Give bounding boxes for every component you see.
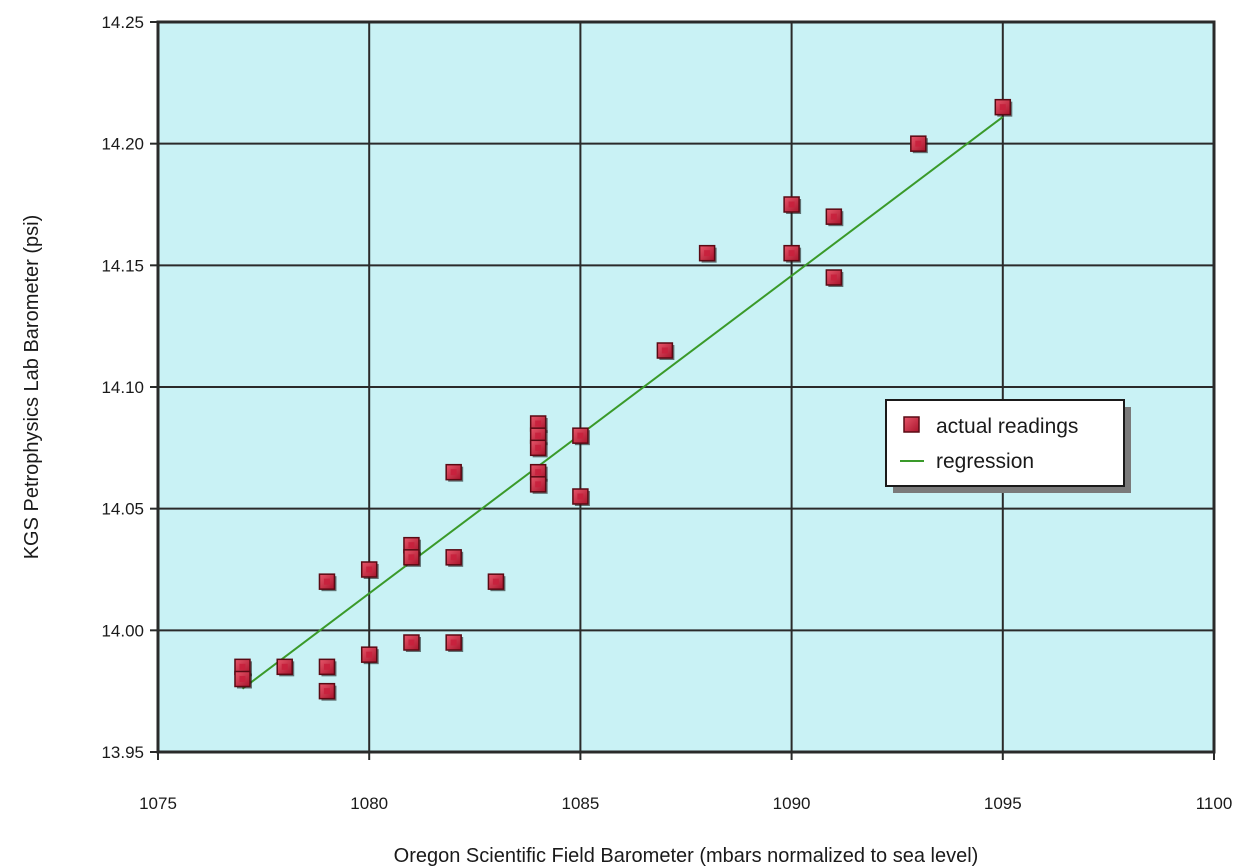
data-point — [360, 646, 379, 665]
data-point — [572, 427, 590, 446]
legend-box — [885, 399, 1125, 487]
data-point — [445, 463, 464, 482]
data-point — [318, 682, 337, 701]
data-point — [783, 196, 802, 214]
data-point — [445, 549, 464, 567]
regression-line — [241, 116, 1004, 690]
x-tick-label-3: 1090 — [773, 794, 811, 813]
data-point — [276, 658, 295, 677]
x-tick-label-4: 1095 — [984, 794, 1022, 813]
data-point — [318, 573, 337, 592]
x-tick-label-5: 1100 — [1196, 794, 1233, 813]
data-point — [529, 439, 548, 458]
legend-label-regression: regression — [936, 450, 1034, 473]
data-point — [318, 658, 337, 677]
grid-lines — [157, 21, 1215, 753]
y-tick-label-1: 14.00 — [101, 621, 144, 640]
x-axis-label: Oregon Scientific Field Barometer (mbars… — [394, 845, 979, 867]
y-axis-label: KGS Petrophysics Lab Barometer (psi) — [21, 215, 43, 560]
data-point — [445, 634, 464, 652]
data-point — [234, 670, 252, 689]
x-tick-label-2: 1085 — [561, 794, 599, 813]
y-tick-label-3: 14.10 — [101, 378, 144, 397]
data-point — [572, 488, 590, 506]
y-tick-label-0: 13.95 — [101, 743, 144, 762]
data-point — [698, 244, 717, 263]
legend-label-actual-readings: actual readings — [936, 415, 1078, 438]
data-point — [487, 573, 506, 592]
data-point — [994, 98, 1013, 117]
data-point — [360, 561, 379, 579]
x-tick-label-0: 1075 — [139, 794, 177, 813]
data-point — [910, 135, 928, 154]
x-axis-ticks: 1075 1080 1085 1090 1095 1100 — [139, 752, 1232, 813]
legend: actual readings regression — [885, 399, 1131, 493]
data-point — [403, 634, 421, 652]
x-tick-label-1: 1080 — [350, 794, 388, 813]
y-tick-label-4: 14.15 — [101, 256, 144, 275]
y-tick-label-2: 14.05 — [101, 500, 144, 519]
y-tick-label-6: 14.25 — [101, 13, 144, 32]
data-point — [825, 208, 844, 227]
legend-marker-actual-readings — [903, 416, 920, 433]
y-axis-ticks: 13.95 14.00 14.05 14.10 14.15 14.20 14.25 — [101, 13, 158, 762]
y-tick-label-5: 14.20 — [101, 135, 144, 154]
data-point — [529, 476, 548, 494]
data-point — [403, 549, 421, 567]
data-points — [234, 98, 1013, 701]
data-point — [656, 342, 675, 360]
data-point — [783, 244, 802, 263]
data-point — [825, 269, 844, 287]
